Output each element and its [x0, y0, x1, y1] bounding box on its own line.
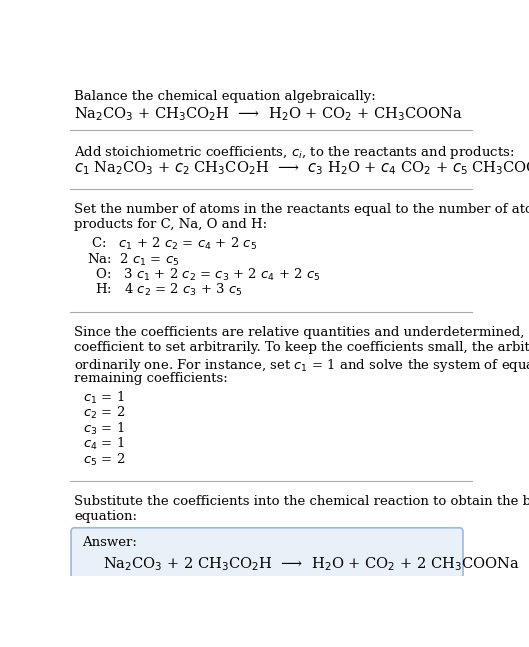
Text: $c_3$ = 1: $c_3$ = 1 [83, 421, 124, 437]
Text: C:   $c_1$ + 2 $c_2$ = $c_4$ + 2 $c_5$: C: $c_1$ + 2 $c_2$ = $c_4$ + 2 $c_5$ [87, 236, 257, 252]
Text: Add stoichiometric coefficients, $c_i$, to the reactants and products:: Add stoichiometric coefficients, $c_i$, … [74, 144, 515, 161]
Text: equation:: equation: [74, 510, 138, 523]
Text: coefficient to set arbitrarily. To keep the coefficients small, the arbitrary va: coefficient to set arbitrarily. To keep … [74, 341, 529, 354]
Text: ordinarily one. For instance, set $c_1$ = 1 and solve the system of equations fo: ordinarily one. For instance, set $c_1$ … [74, 356, 529, 373]
Text: H:   4 $c_2$ = 2 $c_3$ + 3 $c_5$: H: 4 $c_2$ = 2 $c_3$ + 3 $c_5$ [87, 282, 242, 298]
Text: $c_1$ Na$_2$CO$_3$ + $c_2$ CH$_3$CO$_2$H  ⟶  $c_3$ H$_2$O + $c_4$ CO$_2$ + $c_5$: $c_1$ Na$_2$CO$_3$ + $c_2$ CH$_3$CO$_2$H… [74, 160, 529, 177]
FancyBboxPatch shape [71, 528, 463, 591]
Text: Answer:: Answer: [83, 536, 138, 549]
Text: Substitute the coefficients into the chemical reaction to obtain the balanced: Substitute the coefficients into the che… [74, 495, 529, 508]
Text: Set the number of atoms in the reactants equal to the number of atoms in the: Set the number of atoms in the reactants… [74, 203, 529, 216]
Text: $c_1$ = 1: $c_1$ = 1 [83, 389, 124, 406]
Text: Since the coefficients are relative quantities and underdetermined, choose a: Since the coefficients are relative quan… [74, 325, 529, 338]
Text: $c_4$ = 1: $c_4$ = 1 [83, 436, 124, 452]
Text: Balance the chemical equation algebraically:: Balance the chemical equation algebraica… [74, 90, 376, 103]
Text: remaining coefficients:: remaining coefficients: [74, 372, 228, 385]
Text: Na$_2$CO$_3$ + CH$_3$CO$_2$H  ⟶  H$_2$O + CO$_2$ + CH$_3$COONa: Na$_2$CO$_3$ + CH$_3$CO$_2$H ⟶ H$_2$O + … [74, 105, 463, 123]
Text: Na:  2 $c_1$ = $c_5$: Na: 2 $c_1$ = $c_5$ [87, 252, 179, 268]
Text: Na$_2$CO$_3$ + 2 CH$_3$CO$_2$H  ⟶  H$_2$O + CO$_2$ + 2 CH$_3$COONa: Na$_2$CO$_3$ + 2 CH$_3$CO$_2$H ⟶ H$_2$O … [103, 556, 519, 573]
Text: $c_2$ = 2: $c_2$ = 2 [83, 405, 125, 421]
Text: $c_5$ = 2: $c_5$ = 2 [83, 452, 125, 468]
Text: products for C, Na, O and H:: products for C, Na, O and H: [74, 218, 268, 231]
Text: O:   3 $c_1$ + 2 $c_2$ = $c_3$ + 2 $c_4$ + 2 $c_5$: O: 3 $c_1$ + 2 $c_2$ = $c_3$ + 2 $c_4$ +… [87, 267, 320, 283]
